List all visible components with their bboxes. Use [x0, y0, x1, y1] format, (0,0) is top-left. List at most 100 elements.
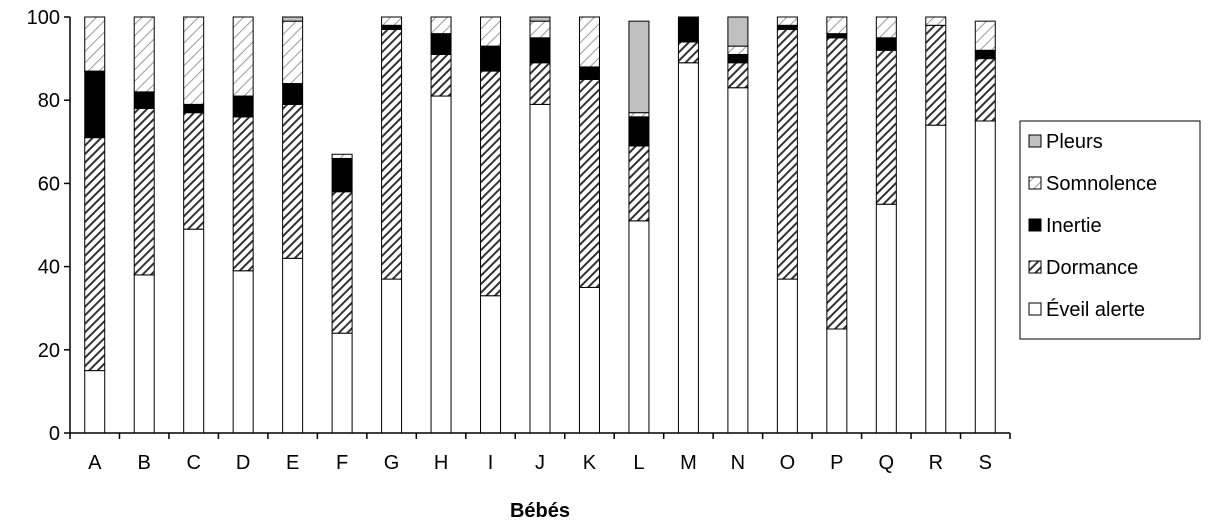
x-tick-label-b: B — [138, 452, 151, 474]
bar-segment-eveil-alerte-s — [974, 120, 996, 434]
x-tick-label-i: I — [488, 452, 494, 474]
bar-segment-inertie-e — [282, 83, 304, 105]
bar-segment-eveil-alerte-n — [727, 87, 749, 434]
bar-segment-eveil-alerte-m — [677, 62, 699, 434]
bar-segment-somnolence-h — [430, 16, 452, 35]
x-tick-label-a: A — [88, 452, 102, 474]
bar-segment-somnolence-r — [925, 16, 947, 26]
legend-label-inertie: Inertie — [1046, 215, 1102, 237]
bar-segment-eveil-alerte-b — [133, 274, 155, 434]
bars-layer — [84, 16, 996, 434]
x-tick-label-p: P — [830, 452, 843, 474]
bar-segment-inertie-i — [480, 45, 502, 72]
bar-segment-eveil-alerte-e — [282, 257, 304, 434]
bar-segment-dormance-f — [331, 191, 353, 334]
legend-swatch-inertie — [1028, 218, 1042, 232]
bar-segment-pleurs-j — [529, 16, 551, 22]
bar-segment-dormance-r — [925, 24, 947, 126]
bar-segment-dormance-q — [875, 49, 897, 205]
x-tick-label-c: C — [186, 452, 200, 474]
x-tick-label-f: F — [336, 452, 348, 474]
bar-segment-inertie-n — [727, 53, 749, 64]
bar-segment-eveil-alerte-i — [480, 295, 502, 434]
x-tick-label-q: Q — [879, 452, 895, 474]
bar-segment-dormance-g — [381, 28, 403, 280]
bar-segment-eveil-alerte-a — [84, 370, 106, 434]
legend-swatch-dormance — [1028, 260, 1042, 274]
y-tick-label: 100 — [27, 7, 60, 29]
legend-swatch-somnolence — [1028, 176, 1042, 190]
bar-segment-dormance-j — [529, 62, 551, 105]
bar-segment-inertie-p — [826, 33, 848, 39]
bar-segment-inertie-o — [776, 24, 798, 30]
bar-segment-dormance-i — [480, 70, 502, 297]
y-tick-label: 60 — [38, 173, 60, 195]
bar-segment-eveil-alerte-j — [529, 103, 551, 434]
bar-segment-inertie-f — [331, 157, 353, 193]
bar-segment-inertie-s — [974, 49, 996, 60]
bar-segment-eveil-alerte-c — [183, 228, 205, 434]
bar-segment-inertie-l — [628, 116, 650, 147]
bar-segment-dormance-p — [826, 37, 848, 330]
bar-segment-somnolence-k — [578, 16, 600, 68]
bar-segment-eveil-alerte-l — [628, 220, 650, 434]
x-tick-label-k: K — [583, 452, 597, 474]
x-tick-label-l: L — [633, 452, 644, 474]
bar-segment-inertie-d — [232, 95, 254, 118]
legend-swatch-pleurs — [1028, 134, 1042, 148]
y-tick-label: 40 — [38, 257, 60, 279]
bar-segment-somnolence-s — [974, 20, 996, 51]
legend-label-eveil-alerte: Éveil alerte — [1046, 298, 1145, 321]
bar-segment-somnolence-g — [381, 16, 403, 26]
bar-segment-pleurs-n — [727, 16, 749, 47]
bar-segment-eveil-alerte-q — [875, 203, 897, 434]
bar-segment-dormance-l — [628, 145, 650, 222]
x-axis-title: Bébés — [510, 500, 570, 522]
legend-swatch-eveil-alerte — [1028, 302, 1042, 316]
bar-segment-somnolence-c — [183, 16, 205, 105]
bar-segment-dormance-a — [84, 137, 106, 372]
bar-segment-inertie-a — [84, 70, 106, 139]
bar-segment-eveil-alerte-k — [578, 286, 600, 434]
bar-segment-somnolence-q — [875, 16, 897, 39]
bar-segment-somnolence-b — [133, 16, 155, 93]
x-tick-label-m: M — [680, 452, 697, 474]
y-tick-label: 0 — [49, 423, 60, 445]
x-tick-label-j: J — [535, 452, 545, 474]
bar-segment-dormance-h — [430, 53, 452, 97]
bar-segment-somnolence-a — [84, 16, 106, 72]
bar-segment-dormance-n — [727, 62, 749, 89]
y-tick-label: 80 — [38, 90, 60, 112]
bar-segment-inertie-c — [183, 103, 205, 114]
bar-segment-inertie-m — [677, 16, 699, 43]
bar-segment-eveil-alerte-h — [430, 95, 452, 434]
x-tick-label-r: R — [929, 452, 943, 474]
bar-segment-somnolence-f — [331, 153, 353, 159]
bar-segment-somnolence-i — [480, 16, 502, 47]
x-tick-label-e: E — [286, 452, 299, 474]
bar-segment-eveil-alerte-g — [381, 278, 403, 434]
bar-segment-pleurs-e — [282, 16, 304, 22]
bar-segment-somnolence-d — [232, 16, 254, 97]
bar-segment-dormance-o — [776, 28, 798, 280]
bar-segment-somnolence-p — [826, 16, 848, 35]
bar-segment-eveil-alerte-r — [925, 124, 947, 434]
bar-segment-dormance-c — [183, 112, 205, 230]
y-tick-label: 20 — [38, 340, 60, 362]
bar-segment-inertie-q — [875, 37, 897, 51]
bar-segment-eveil-alerte-p — [826, 328, 848, 434]
x-tick-label-s: S — [979, 452, 992, 474]
bar-segment-dormance-b — [133, 108, 155, 276]
axes-layer: 0 20 40 60 80 100 A B C D E F G H I J K L M N O P Q R S — [27, 7, 1011, 474]
x-tick-label-g: G — [384, 452, 400, 474]
bar-segment-dormance-e — [282, 103, 304, 259]
legend-label-somnolence: Somnolence — [1046, 173, 1157, 195]
bar-segment-somnolence-l — [628, 112, 650, 118]
bar-segment-inertie-g — [381, 24, 403, 30]
bar-segment-dormance-k — [578, 78, 600, 288]
bar-segment-somnolence-e — [282, 20, 304, 85]
x-tick-label-n: N — [731, 452, 745, 474]
legend-box — [1019, 120, 1201, 340]
bar-segment-inertie-k — [578, 66, 600, 80]
